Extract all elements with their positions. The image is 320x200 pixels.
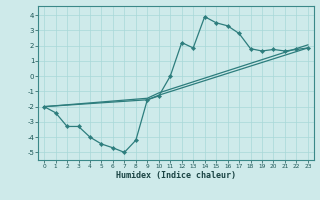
X-axis label: Humidex (Indice chaleur): Humidex (Indice chaleur) (116, 171, 236, 180)
